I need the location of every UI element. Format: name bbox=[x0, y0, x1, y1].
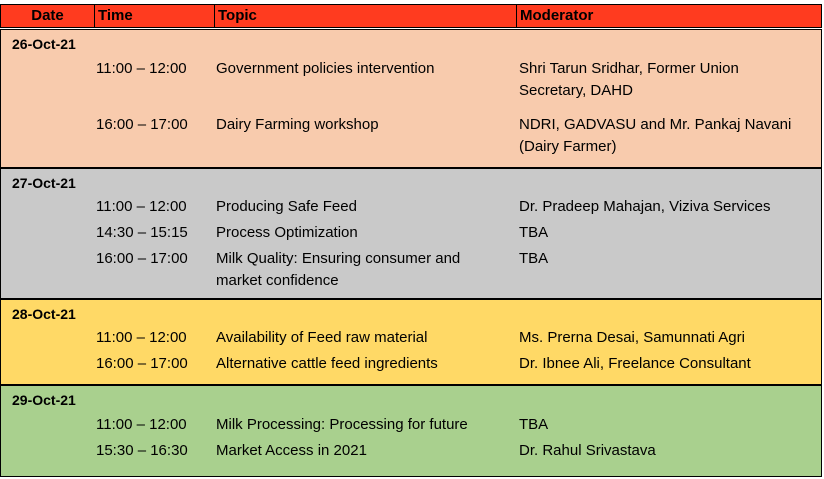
day-date: 29-Oct-21 bbox=[12, 392, 76, 408]
session-time: 11:00 – 12:00 bbox=[96, 60, 187, 77]
session-time: 16:00 – 17:00 bbox=[96, 355, 188, 372]
session-moderator: TBA bbox=[519, 416, 549, 433]
day-block-26-oct: 26-Oct-21 11:00 – 12:00 Government polic… bbox=[0, 29, 822, 168]
day-block-28-oct: 28-Oct-21 11:00 – 12:00 Availability of … bbox=[0, 299, 822, 385]
session-moderator: Dr. Rahul Srivastava bbox=[519, 442, 656, 459]
session-moderator: NDRI, GADVASU and Mr. Pankaj Navani (Dai… bbox=[519, 116, 792, 155]
session-topic: Producing Safe Feed bbox=[216, 198, 357, 215]
session-time: 15:30 – 16:30 bbox=[96, 442, 188, 459]
session-topic: Availability of Feed raw material bbox=[216, 329, 428, 346]
session-topic: Dairy Farming workshop bbox=[216, 116, 379, 133]
session-moderator: Ms. Prerna Desai, Samunnati Agri bbox=[519, 329, 745, 346]
header-row: Date Time Topic Moderator bbox=[0, 4, 822, 28]
header-moderator: Moderator bbox=[516, 5, 821, 27]
day-block-29-oct: 29-Oct-21 11:00 – 12:00 Milk Processing:… bbox=[0, 385, 822, 477]
session-moderator: TBA bbox=[519, 224, 549, 241]
session-moderator: Shri Tarun Sridhar, Former Union Secreta… bbox=[519, 60, 739, 99]
session-time: 11:00 – 12:00 bbox=[96, 198, 187, 215]
session-topic: Alternative cattle feed ingredients bbox=[216, 355, 438, 372]
day-block-27-oct: 27-Oct-21 11:00 – 12:00 Producing Safe F… bbox=[0, 168, 822, 299]
session-topic: Government policies intervention bbox=[216, 60, 435, 77]
session-moderator: Dr. Pradeep Mahajan, Viziva Services bbox=[519, 198, 771, 215]
session-topic: Market Access in 2021 bbox=[216, 442, 367, 459]
session-topic: Process Optimization bbox=[216, 224, 358, 241]
header-topic: Topic bbox=[214, 5, 516, 27]
session-time: 14:30 – 15:15 bbox=[96, 224, 188, 241]
session-topic: Milk Processing: Processing for future bbox=[216, 416, 468, 433]
header-date: Date bbox=[31, 7, 64, 24]
header-time: Time bbox=[94, 5, 214, 27]
day-date: 28-Oct-21 bbox=[12, 306, 76, 322]
session-time: 11:00 – 12:00 bbox=[96, 416, 187, 433]
session-moderator: Dr. Ibnee Ali, Freelance Consultant bbox=[519, 355, 751, 372]
session-time: 16:00 – 17:00 bbox=[96, 250, 188, 267]
day-date: 27-Oct-21 bbox=[12, 175, 76, 191]
session-time: 11:00 – 12:00 bbox=[96, 329, 187, 346]
session-topic: Milk Quality: Ensuring consumer and mark… bbox=[216, 250, 461, 289]
session-time: 16:00 – 17:00 bbox=[96, 116, 188, 133]
session-moderator: TBA bbox=[519, 250, 549, 267]
day-date: 26-Oct-21 bbox=[12, 36, 76, 52]
